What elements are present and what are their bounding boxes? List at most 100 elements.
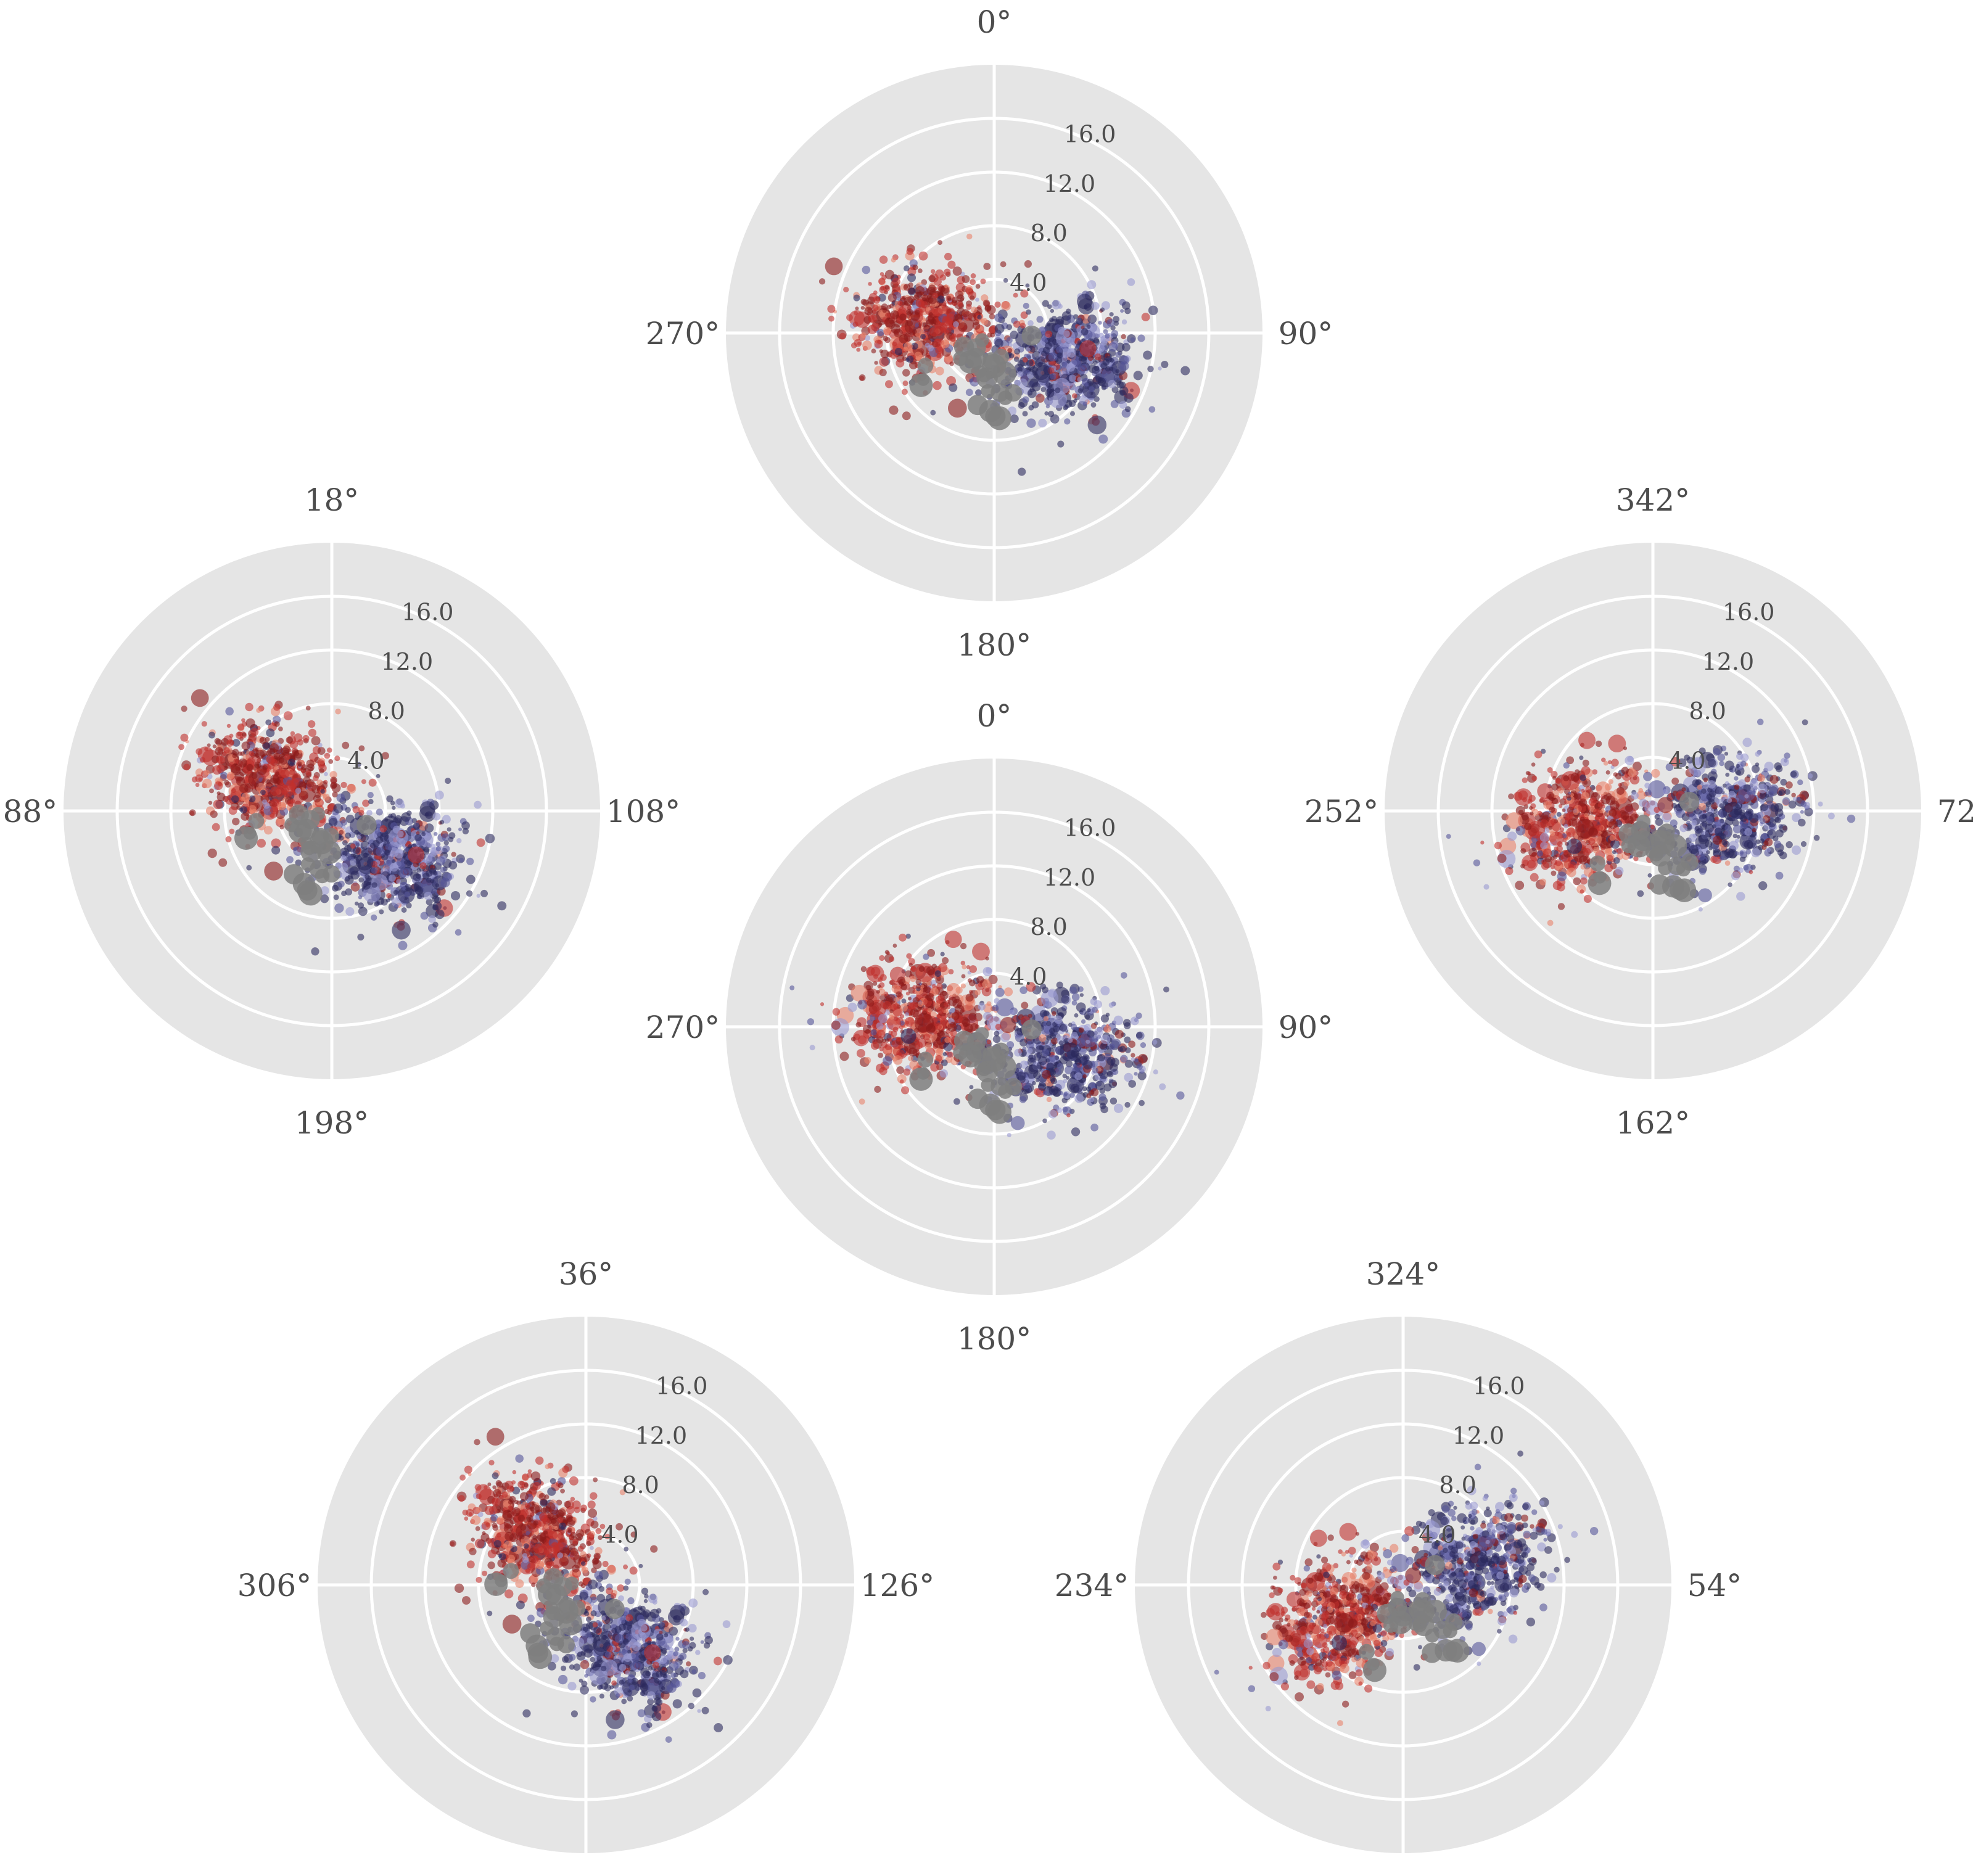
scatter-point — [241, 718, 245, 723]
scatter-point — [879, 357, 889, 367]
scatter-point — [280, 769, 290, 779]
scatter-point — [1086, 1086, 1092, 1092]
scatter-point — [1765, 847, 1771, 853]
scatter-point — [851, 342, 857, 348]
scatter-point — [1758, 881, 1768, 891]
scatter-point — [1097, 1053, 1105, 1062]
scatter-point — [1071, 1127, 1081, 1137]
scatter-point — [1100, 1105, 1108, 1114]
gray-point — [987, 406, 1011, 430]
scatter-point — [396, 879, 402, 884]
scatter-point — [1051, 300, 1061, 310]
scatter-point — [927, 1008, 932, 1013]
scatter-point — [1543, 848, 1552, 858]
scatter-point — [908, 361, 918, 369]
scatter-point — [937, 295, 945, 303]
scatter-point — [1071, 1032, 1078, 1039]
scatter-point — [1148, 305, 1158, 316]
scatter-point — [1090, 1022, 1097, 1029]
scatter-point — [1557, 871, 1567, 881]
scatter-point — [352, 847, 360, 854]
scatter-point — [1066, 360, 1071, 364]
scatter-point — [1124, 307, 1131, 315]
scatter-point — [476, 894, 480, 898]
scatter-point — [878, 988, 886, 996]
scatter-point — [1536, 850, 1543, 857]
radial-tick-label: 8.0 — [1030, 913, 1067, 940]
scatter-point — [423, 846, 430, 853]
scatter-point — [1625, 773, 1629, 778]
scatter-point — [1119, 401, 1127, 409]
scatter-point — [935, 1055, 942, 1062]
scatter-point — [1094, 353, 1102, 361]
scatter-point — [1092, 1067, 1098, 1074]
scatter-point — [921, 294, 928, 302]
scatter-point — [917, 1001, 924, 1007]
scatter-point — [1111, 1039, 1121, 1048]
scatter-point — [225, 836, 232, 842]
scatter-point — [1609, 834, 1616, 841]
scatter-point — [1121, 972, 1127, 979]
scatter-point — [398, 869, 408, 878]
scatter-point — [1079, 993, 1084, 997]
scatter-point — [1724, 752, 1729, 756]
angle-tick-label: 180° — [957, 627, 1031, 663]
scatter-point — [1744, 828, 1752, 836]
scatter-point — [191, 689, 209, 707]
scatter-point — [1048, 989, 1057, 998]
scatter-point — [1728, 882, 1732, 887]
scatter-point — [1036, 393, 1045, 403]
scatter-point — [286, 736, 293, 744]
scatter-point — [1784, 789, 1790, 795]
scatter-point — [1048, 1055, 1057, 1063]
scatter-point — [1689, 813, 1694, 818]
radial-tick-label: 12.0 — [381, 648, 434, 675]
radial-tick-label: 4.0 — [1668, 747, 1705, 775]
scatter-point — [1691, 820, 1697, 826]
scatter-point — [1751, 848, 1761, 858]
scatter-point — [1026, 1047, 1033, 1054]
scatter-point — [320, 886, 329, 895]
scatter-point — [445, 778, 451, 784]
scatter-point — [249, 751, 254, 757]
scatter-point — [1520, 863, 1525, 869]
scatter-point — [1724, 825, 1731, 831]
scatter-point — [1713, 849, 1721, 857]
scatter-point — [870, 966, 881, 977]
scatter-point — [1065, 1066, 1074, 1075]
scatter-point — [1115, 352, 1121, 358]
scatter-point — [1061, 311, 1072, 321]
scatter-point — [1623, 746, 1628, 751]
scatter-point — [1083, 1024, 1092, 1032]
scatter-point — [854, 311, 858, 315]
scatter-point — [340, 855, 347, 862]
scatter-point — [270, 786, 280, 796]
scatter-point — [1081, 328, 1089, 335]
scatter-point — [1556, 812, 1562, 817]
scatter-point — [278, 726, 283, 731]
scatter-point — [362, 799, 370, 807]
scatter-point — [994, 339, 1003, 348]
scatter-point — [1124, 1059, 1133, 1068]
scatter-point — [1114, 1029, 1124, 1039]
scatter-point — [925, 1043, 932, 1050]
scatter-point — [1644, 783, 1650, 789]
scatter-point — [432, 921, 439, 928]
scatter-point — [207, 743, 211, 747]
scatter-point — [1121, 301, 1131, 310]
scatter-point — [947, 297, 952, 302]
scatter-point — [1551, 770, 1558, 778]
scatter-point — [1518, 790, 1528, 800]
scatter-point — [239, 807, 244, 812]
scatter-point — [435, 856, 445, 866]
scatter-point — [1698, 907, 1703, 912]
scatter-point — [937, 1031, 945, 1038]
scatter-point — [264, 862, 283, 881]
scatter-point — [385, 844, 392, 850]
scatter-point — [271, 798, 279, 807]
scatter-point — [1531, 808, 1539, 817]
scatter-point — [1066, 363, 1075, 372]
radial-tick-label: 4.0 — [1010, 269, 1047, 297]
scatter-point — [1708, 759, 1716, 768]
